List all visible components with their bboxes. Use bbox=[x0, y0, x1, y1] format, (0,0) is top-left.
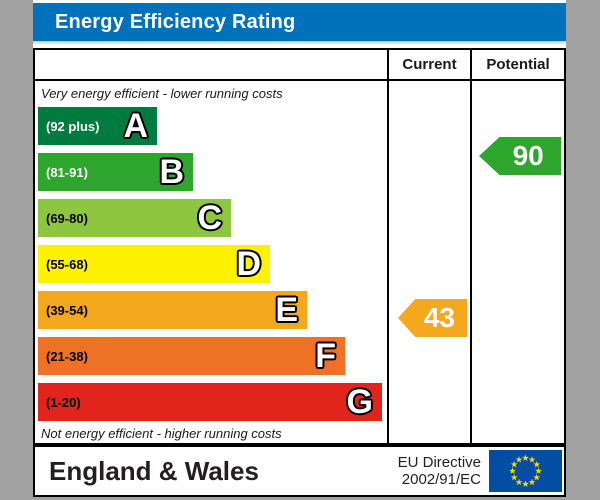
current-column-header: Current bbox=[402, 56, 457, 73]
band-letter: D bbox=[236, 245, 261, 283]
current-rating-value: 43 bbox=[423, 302, 455, 333]
band-row-a: (92 plus) A bbox=[38, 107, 157, 145]
potential-column-header: Potential bbox=[486, 56, 550, 73]
eu-directive-label: EU Directive 2002/91/EC bbox=[398, 454, 481, 488]
band-row-b: (81-91) B bbox=[38, 153, 193, 191]
band-row-e: (39-54) E bbox=[38, 291, 307, 329]
band-range-label: (39-54) bbox=[46, 302, 88, 318]
band-letter: B bbox=[159, 153, 184, 191]
band-letter: G bbox=[346, 383, 373, 421]
band-row-g: (1-20) G bbox=[38, 383, 382, 421]
footer: England & Wales EU Directive 2002/91/EC bbox=[33, 445, 566, 497]
potential-rating-value: 90 bbox=[512, 140, 544, 171]
current-rating-arrow: 43 bbox=[398, 299, 467, 337]
band-range-label: (55-68) bbox=[46, 256, 88, 272]
band-range-label: (81-91) bbox=[46, 164, 88, 180]
chart-panel: Energy Efficiency Rating Current Potenti… bbox=[33, 0, 566, 497]
band-range-label: (21-38) bbox=[46, 348, 88, 364]
rating-bands: (92 plus) A (81-91) B (69-80) C (55-68) … bbox=[38, 107, 382, 429]
band-letter: A bbox=[123, 107, 148, 145]
title-bar: Energy Efficiency Rating bbox=[33, 3, 566, 45]
page-title: Energy Efficiency Rating bbox=[55, 11, 296, 33]
bottom-note: Not energy efficient - higher running co… bbox=[41, 426, 282, 441]
column-divider-potential bbox=[470, 50, 472, 443]
band-range-label: (92 plus) bbox=[46, 118, 100, 134]
band-row-c: (69-80) C bbox=[38, 199, 231, 237]
eu-flag-icon bbox=[489, 450, 562, 492]
rating-table: Current Potential Very energy efficient … bbox=[33, 48, 566, 445]
column-divider-current bbox=[387, 50, 389, 443]
band-range-label: (1-20) bbox=[46, 394, 81, 410]
band-letter: E bbox=[275, 291, 298, 329]
region-label: England & Wales bbox=[49, 455, 259, 486]
band-letter: C bbox=[197, 199, 222, 237]
header-row-divider bbox=[35, 79, 564, 81]
eu-directive-line1: EU Directive bbox=[397, 454, 481, 471]
top-note: Very energy efficient - lower running co… bbox=[41, 86, 283, 101]
band-row-f: (21-38) F bbox=[38, 337, 345, 375]
band-range-label: (69-80) bbox=[46, 210, 88, 226]
band-row-d: (55-68) D bbox=[38, 245, 270, 283]
eu-directive-line2: 2002/91/EC bbox=[401, 471, 481, 488]
band-letter: F bbox=[315, 337, 336, 375]
potential-rating-arrow: 90 bbox=[479, 137, 561, 175]
